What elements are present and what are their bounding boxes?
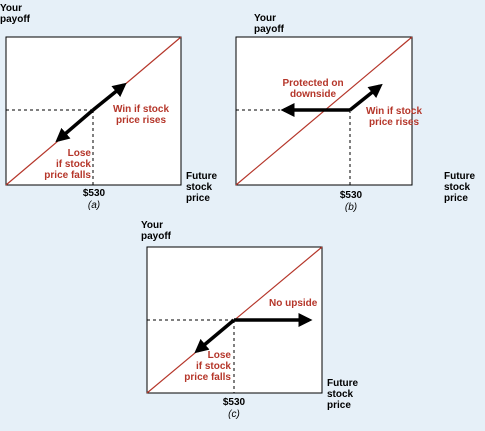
panel-a-tick-530: $530	[82, 188, 106, 199]
panel-b	[235, 36, 413, 186]
panel-b-upside-arrow	[348, 83, 383, 112]
panel-b-tick-530: $530	[339, 190, 363, 201]
panel-b-x-label: Future stock price	[444, 171, 476, 204]
panel-c-downside-arrow	[194, 318, 236, 354]
panel-a-lose-annotation: Lose if stock price falls	[44, 148, 91, 181]
panel-c-no-upside-annotation: No upside	[269, 298, 318, 309]
panel-c-y-label: Your payoff	[141, 220, 171, 242]
panel-b-y-label: Your payoff	[254, 13, 284, 35]
panel-a-upside-arrow	[91, 82, 127, 112]
panel-c-lose-annotation: Lose if stock price falls	[184, 350, 231, 383]
panel-a-win-annotation: Win if stock price rises	[112, 104, 170, 126]
panel-c	[146, 246, 323, 394]
panel-a-downside-arrow	[55, 108, 95, 143]
panel-c-tick-530: $530	[222, 397, 246, 408]
panel-b-protected-annotation: Protected on downside	[282, 78, 344, 100]
panel-a	[5, 36, 182, 186]
panel-c-caption: (c)	[228, 409, 240, 420]
panel-c-x-label: Future stock price	[327, 378, 359, 411]
panel-b-caption: (b)	[344, 202, 358, 213]
panel-b-win-annotation: Win if stock price rises	[365, 106, 423, 128]
panel-a-caption: (a)	[87, 200, 101, 211]
panel-a-y-label: Your payoff	[0, 3, 30, 25]
panel-a-x-label: Future stock price	[186, 171, 218, 204]
